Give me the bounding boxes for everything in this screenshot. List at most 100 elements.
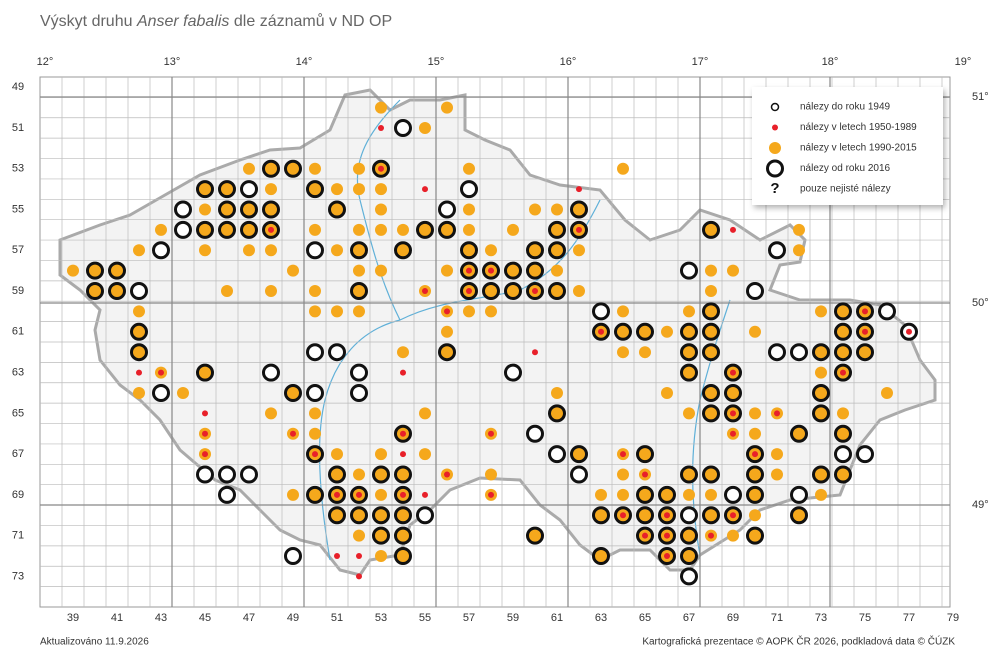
record-marker xyxy=(438,343,456,362)
ring xyxy=(306,383,324,402)
record-marker xyxy=(240,200,258,219)
ring xyxy=(636,445,654,464)
ring xyxy=(746,485,764,504)
orange-dot xyxy=(133,305,145,318)
row-label: 67 xyxy=(12,448,24,460)
ring xyxy=(284,383,302,402)
ring xyxy=(680,526,698,545)
ring xyxy=(174,220,192,239)
record-marker xyxy=(394,485,412,504)
ring xyxy=(724,383,742,402)
ring xyxy=(130,282,148,301)
orange-dot xyxy=(133,244,145,257)
orange-dot xyxy=(485,244,497,257)
record-marker xyxy=(834,343,852,362)
longitude-label: 13° xyxy=(164,56,181,68)
ring xyxy=(790,506,808,525)
record-marker xyxy=(306,445,324,464)
column-label: 57 xyxy=(463,612,475,624)
record-marker xyxy=(262,159,280,178)
updated: Aktualizováno 11.9.2026 xyxy=(40,637,149,648)
record-marker xyxy=(86,282,104,301)
record-marker xyxy=(394,465,412,484)
record-marker xyxy=(614,506,632,525)
record-marker xyxy=(240,465,258,484)
record-marker xyxy=(746,485,764,504)
record-marker xyxy=(108,282,126,301)
red-dot xyxy=(158,369,164,376)
red-dot xyxy=(422,491,428,498)
record-marker xyxy=(548,241,566,260)
row-label: 61 xyxy=(12,326,24,338)
ring xyxy=(570,465,588,484)
ring xyxy=(350,241,368,260)
ring xyxy=(570,445,588,464)
ring xyxy=(218,180,236,199)
record-marker xyxy=(815,488,827,501)
record-marker xyxy=(441,101,453,114)
ring xyxy=(130,343,148,362)
column-label: 43 xyxy=(155,612,167,624)
record-marker xyxy=(265,407,277,420)
orange-dot xyxy=(199,244,211,257)
orange-dot xyxy=(375,203,387,216)
orange-dot xyxy=(463,305,475,318)
orange-dot xyxy=(265,407,277,420)
record-marker xyxy=(350,485,368,504)
record-marker xyxy=(460,282,478,301)
record-marker xyxy=(196,465,214,484)
record-marker xyxy=(680,506,698,525)
record-marker xyxy=(309,305,321,318)
legend-label: nálezy do roku 1949 xyxy=(800,102,891,113)
ring xyxy=(438,343,456,362)
orange-dot xyxy=(309,407,321,420)
record-marker xyxy=(680,547,698,566)
longitude-label: 17° xyxy=(692,56,709,68)
orange-dot xyxy=(375,264,387,277)
orange-dot xyxy=(769,142,781,154)
ring xyxy=(196,180,214,199)
ring xyxy=(856,445,874,464)
row-label: 53 xyxy=(12,163,24,175)
record-marker xyxy=(658,526,676,545)
red-dot xyxy=(532,349,538,356)
open-circle xyxy=(770,102,780,112)
record-marker xyxy=(837,407,849,420)
red-dot xyxy=(202,451,208,458)
ring xyxy=(636,485,654,504)
record-marker xyxy=(463,223,475,236)
record-marker xyxy=(771,407,783,420)
orange-dot xyxy=(353,529,365,542)
orange-dot xyxy=(309,305,321,318)
ring xyxy=(218,485,236,504)
ring xyxy=(768,343,786,362)
red-dot xyxy=(422,186,428,193)
orange-dot xyxy=(155,223,167,236)
record-marker xyxy=(372,526,390,545)
red-dot xyxy=(620,451,626,458)
credits: Kartografická prezentace © AOPK ČR 2026,… xyxy=(642,635,955,648)
ring xyxy=(108,261,126,280)
record-marker xyxy=(592,547,610,566)
record-marker xyxy=(284,547,302,566)
ring xyxy=(482,282,500,301)
ring xyxy=(570,200,588,219)
ring xyxy=(438,200,456,219)
record-marker xyxy=(306,383,324,402)
record-marker xyxy=(309,223,321,236)
record-marker xyxy=(526,241,544,260)
ring xyxy=(766,159,784,178)
red-dot xyxy=(400,369,406,376)
ring xyxy=(834,445,852,464)
red-dot xyxy=(290,430,296,437)
record-marker xyxy=(309,285,321,298)
orange-dot xyxy=(617,468,629,481)
record-marker xyxy=(727,529,739,542)
record-marker xyxy=(265,285,277,298)
orange-dot xyxy=(353,223,365,236)
record-marker xyxy=(397,346,409,359)
record-marker xyxy=(397,223,409,236)
orange-dot xyxy=(353,468,365,481)
red-dot xyxy=(862,308,868,315)
record-marker xyxy=(416,220,434,239)
